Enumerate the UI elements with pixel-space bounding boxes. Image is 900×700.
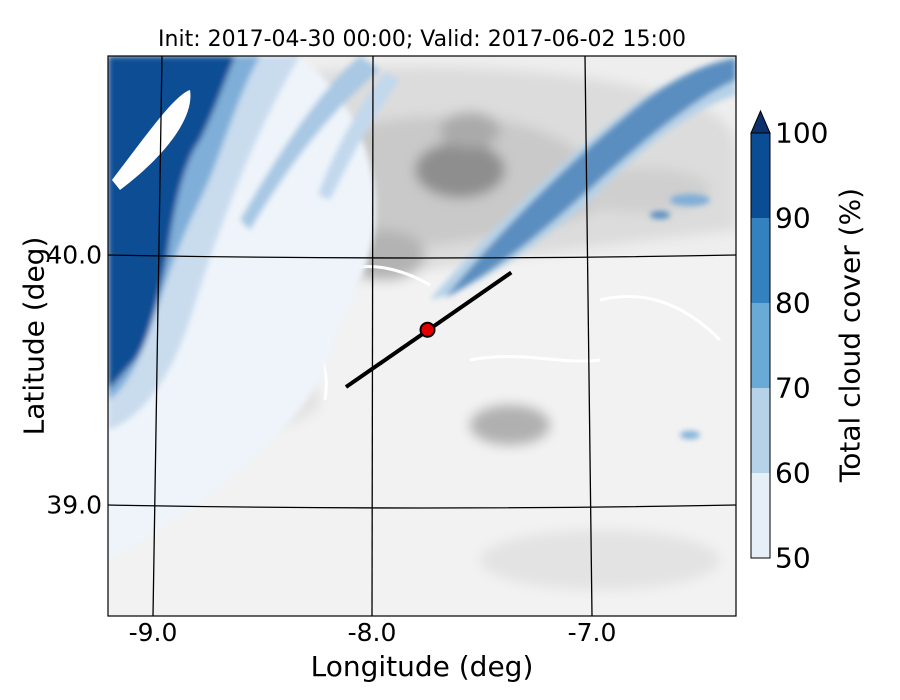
colorbar-segment: [751, 133, 770, 218]
graticule: [108, 56, 736, 616]
clear-sky-patch: [112, 90, 191, 190]
lat-tick-40: 40.0: [46, 240, 102, 270]
colorbar-label: Total cloud cover (%): [833, 187, 867, 483]
colorbar: [750, 109, 771, 559]
lon-tick-minus-7: -7.0: [567, 618, 617, 647]
colorbar-tick-100: 100: [775, 116, 829, 150]
colorbar-tick-80: 80: [775, 286, 811, 320]
map-area: [108, 56, 736, 616]
colorbar-tick-90: 90: [775, 201, 811, 235]
y-axis-label: Latitude (deg): [17, 236, 51, 436]
lon-line-minus-9: [152, 56, 163, 616]
lat-line-40: [108, 254, 736, 259]
location-marker: [419, 321, 436, 338]
lon-line-minus-8: [371, 56, 374, 616]
lon-tick-minus-8: -8.0: [347, 618, 397, 647]
colorbar-tick-60: 60: [775, 456, 811, 490]
lat-tick-39: 39.0: [46, 490, 102, 520]
colorbar-tick-70: 70: [775, 371, 811, 405]
colorbar-segment: [751, 473, 770, 558]
colorbar-segment: [751, 303, 770, 388]
colorbar-tick-50: 50: [775, 541, 811, 575]
lon-line-minus-7: [584, 56, 593, 616]
x-axis-label: Longitude (deg): [310, 650, 534, 683]
map-frame: [107, 55, 737, 617]
lon-tick-minus-9: -9.0: [128, 618, 178, 647]
figure-title: Init: 2017-04-30 00:00; Valid: 2017-06-0…: [158, 27, 686, 52]
lat-line-39: [108, 504, 736, 509]
colorbar-extend-arrow: [750, 109, 771, 134]
colorbar-segment: [751, 218, 770, 303]
colorbar-segment: [751, 388, 770, 473]
colorbar-outline: [750, 132, 771, 559]
